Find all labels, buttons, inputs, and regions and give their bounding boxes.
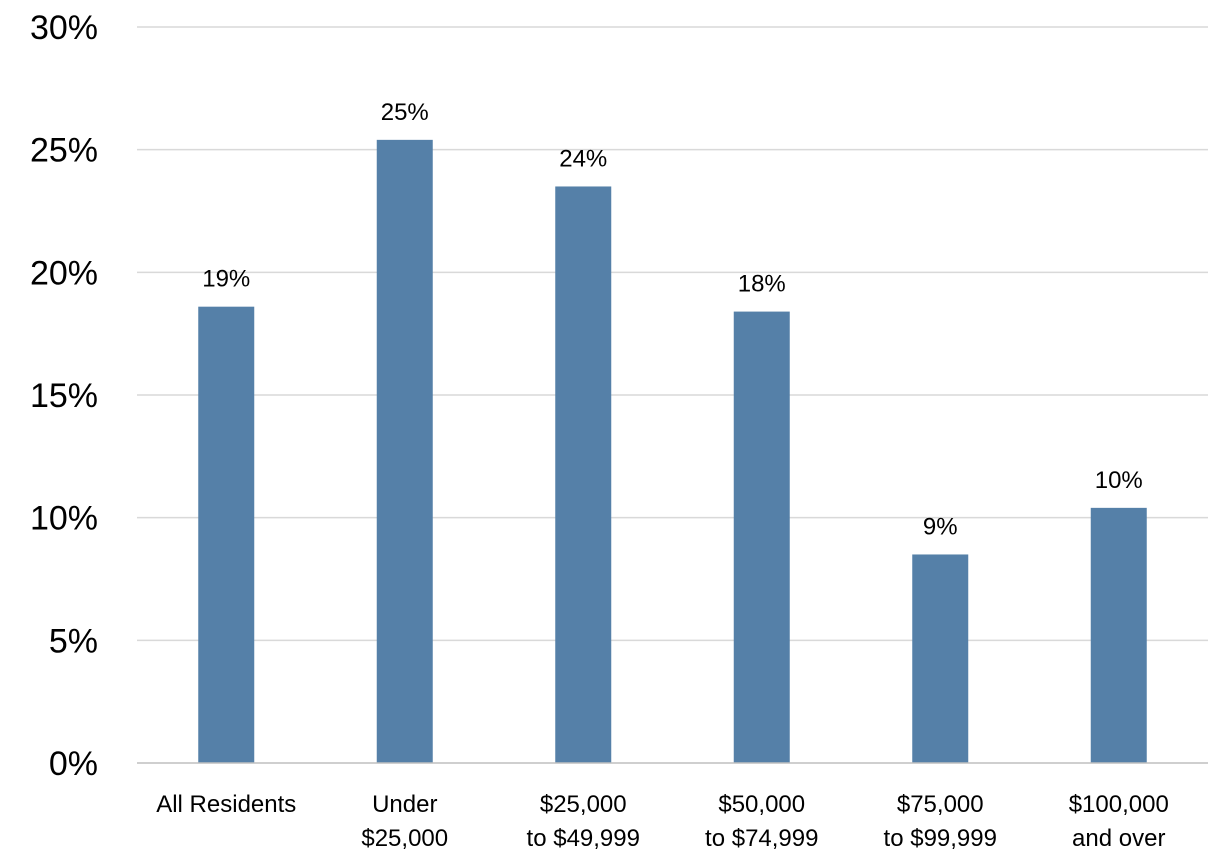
x-tick-label: $25,000 to $49,999 — [527, 791, 640, 852]
x-tick-label: $50,000 to $74,999 — [705, 791, 818, 852]
data-label: 19% — [202, 266, 250, 293]
y-tick-label: 5% — [49, 622, 98, 660]
x-tick-label: Under $25,000 — [361, 791, 448, 852]
gridlines — [137, 26, 1208, 642]
bar — [198, 306, 255, 763]
data-label: 24% — [559, 145, 607, 172]
y-tick-label: 10% — [30, 500, 98, 538]
data-label: 25% — [381, 99, 429, 126]
y-axis-tick-labels: 0% 5% 10% 15% 20% 25% 30% — [30, 9, 98, 783]
x-axis-tick-labels: All Residents Under $25,000 $25,000 to $49,9… — [156, 791, 1169, 852]
y-tick-label: 30% — [30, 9, 98, 47]
data-label: 9% — [923, 513, 958, 540]
x-tick-label: All Residents — [156, 791, 296, 818]
data-label: 18% — [738, 271, 786, 298]
y-tick-label: 25% — [30, 132, 98, 170]
data-label: 10% — [1095, 467, 1143, 494]
bar — [555, 186, 612, 763]
x-tick-label: $75,000 to $99,999 — [884, 791, 997, 852]
bars — [198, 139, 1147, 763]
bar — [733, 311, 790, 763]
x-tick-label: $100,000 and over — [1069, 791, 1169, 852]
y-tick-label: 0% — [49, 745, 98, 783]
bar — [376, 139, 433, 763]
y-tick-label: 15% — [30, 377, 98, 415]
data-labels: 19% 25% 24% 18% 9% 10% — [202, 99, 1143, 541]
bar — [912, 554, 969, 763]
y-tick-label: 20% — [30, 254, 98, 292]
bar — [1090, 507, 1147, 763]
